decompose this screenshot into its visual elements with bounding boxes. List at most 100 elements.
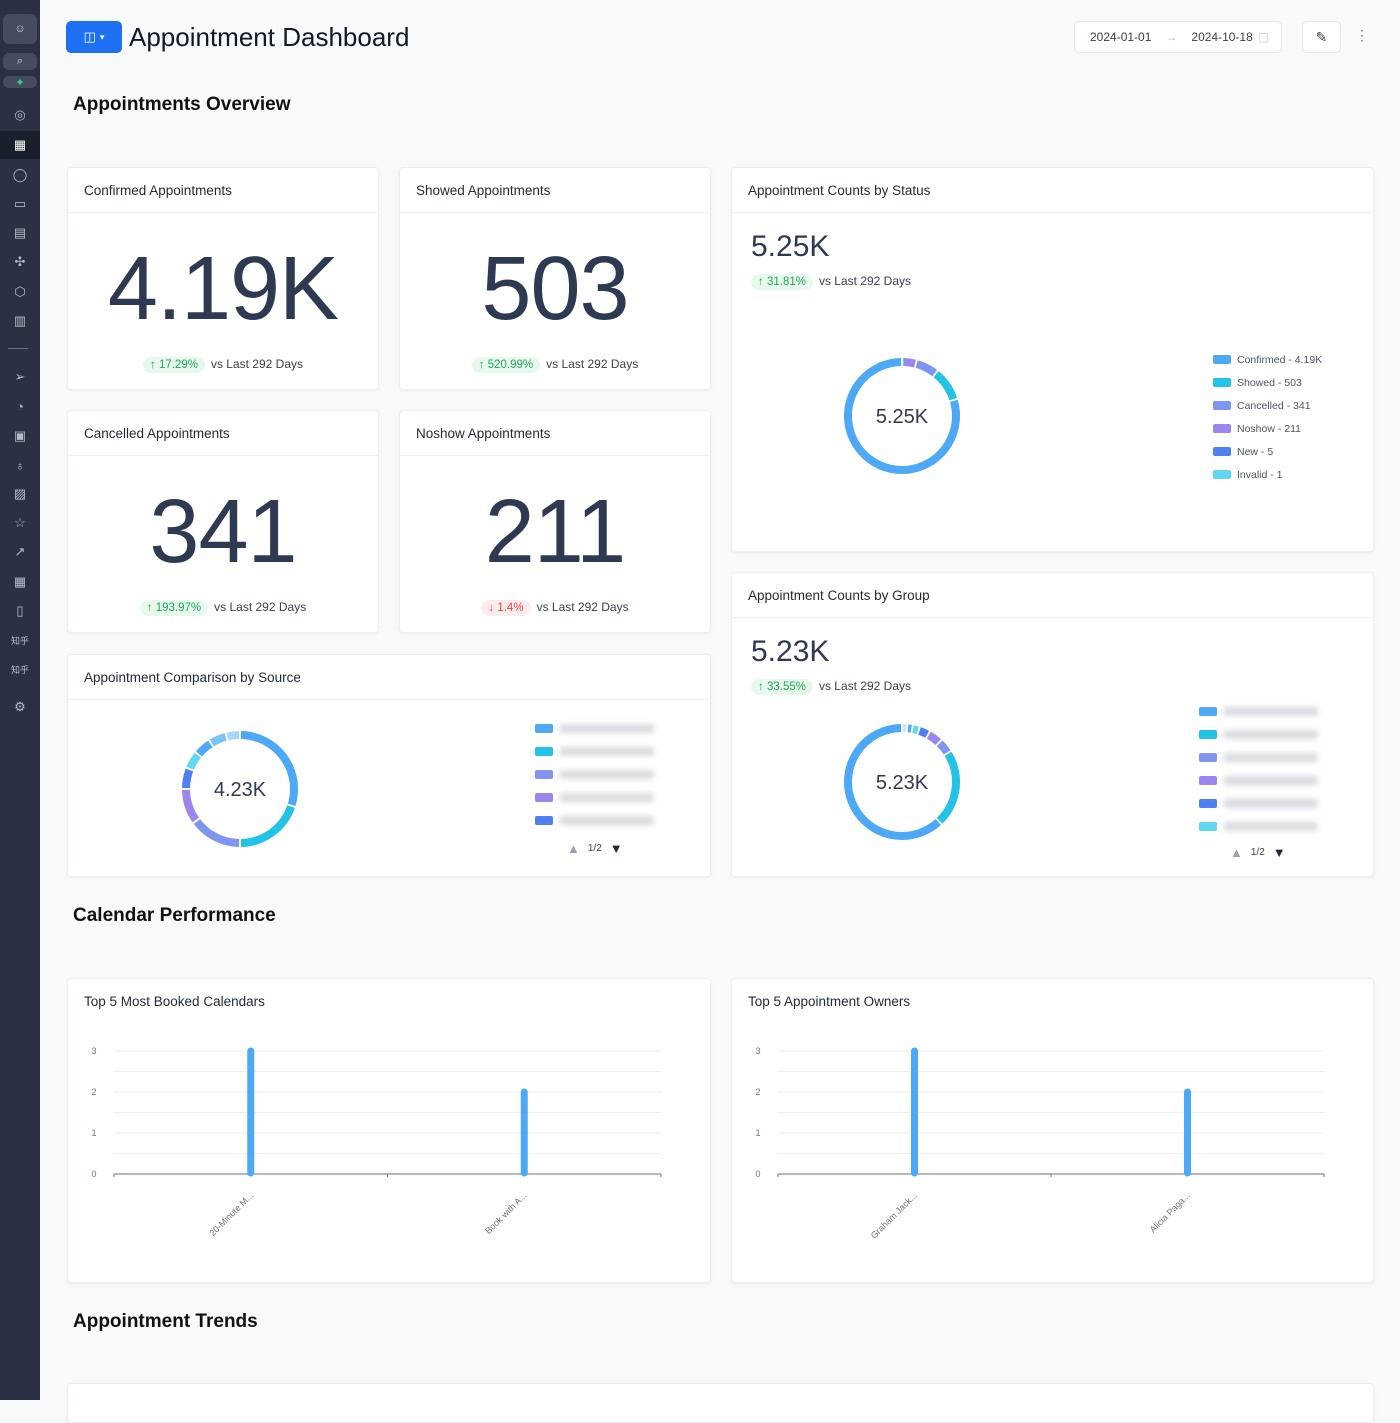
automation-icon[interactable]: ◔ [0,392,40,420]
legend-item[interactable]: Cancelled - 341 [1213,394,1322,417]
group-donut-segment[interactable] [920,731,928,734]
custom-app-icon[interactable]: 知乎 [0,626,40,654]
source-donut-segment[interactable] [197,822,239,843]
card-title: Noshow Appointments [400,411,710,456]
quick-action-icon[interactable]: ✦ [3,76,37,88]
status-donut-segment[interactable] [903,362,915,364]
card-title: Appointment Counts by Group [732,573,1373,618]
date-end[interactable]: 2024-10-18 [1191,30,1252,44]
dashboard-switcher-button[interactable]: ◫▾ [66,21,122,53]
group-donut-segment[interactable] [929,735,938,742]
card-title: Showed Appointments [400,168,710,213]
source-donut-segment[interactable] [212,737,226,743]
date-range-picker[interactable]: 2024-01-01 → 2024-10-18 ▢ [1074,21,1282,53]
page-up-icon[interactable]: ▲ [1230,845,1243,860]
mobile-app-icon[interactable]: ▯ [0,597,40,625]
group-donut-segment[interactable] [940,743,947,752]
kpi-value: 4.19K [68,238,378,341]
dashboard-icon[interactable]: ▦ [0,131,40,159]
legend-item[interactable]: Invalid - 1 [1213,463,1322,486]
x-tick-label: Book with A... [483,1190,529,1236]
payments-icon[interactable]: ⬡ [0,278,40,306]
page-indicator: 1/2 [588,843,602,854]
source-donut-segment[interactable] [190,755,198,768]
card-title: Top 5 Appointment Owners [732,979,1373,1024]
legend-swatch [1213,378,1231,387]
edit-button[interactable]: ✎ [1302,21,1341,53]
card-title: Appointment Comparison by Source [68,655,710,700]
group-donut-chart: 5.23K [840,720,964,844]
status-donut-segment[interactable] [917,364,935,373]
legend-swatch [1213,470,1231,479]
source-legend [535,717,654,832]
kpi-comparison: ↑ 193.97%vs Last 292 Days [68,600,378,616]
kpi-card-showed: Showed Appointments 503 ↑ 520.99%vs Last… [399,167,711,390]
kpi-card-noshow: Noshow Appointments 211 ↓ 1.4%vs Last 29… [399,410,711,633]
group-donut-segment[interactable] [940,754,956,821]
group-donut-segment[interactable] [913,729,918,730]
custom-app-icon[interactable]: 知乎 [0,655,40,683]
reporting-icon[interactable]: ↗ [0,538,40,566]
page-down-icon[interactable]: ▼ [610,841,623,856]
change-badge: ↑ 17.29% [143,357,205,373]
calendar-icon[interactable]: ▭ [0,190,40,218]
app-marketplace-icon[interactable]: ▦ [0,568,40,596]
y-tick-label: 2 [91,1087,96,1097]
trends-card [67,1383,1374,1423]
kpi-comparison: ↑ 33.55%vs Last 292 Days [751,679,911,695]
memberships-icon[interactable]: ♁ [0,451,40,479]
page-up-icon[interactable]: ▲ [567,841,580,856]
more-options-icon[interactable]: ⋮ [1355,27,1369,44]
account-avatar[interactable]: ☺ [3,14,37,44]
source-donut-segment[interactable] [199,744,210,754]
kpi-comparison: ↑ 520.99%vs Last 292 Days [400,357,710,373]
kpi-comparison: ↑ 17.29%vs Last 292 Days [68,357,378,373]
legend-label: Showed - 503 [1237,377,1302,389]
x-tick-label: Alicia Paga... [1148,1190,1192,1234]
source-donut-segment[interactable] [186,770,189,788]
legend-item[interactable]: Showed - 503 [1213,371,1322,394]
y-tick-label: 3 [755,1046,760,1056]
legend-item[interactable]: New - 5 [1213,440,1322,463]
source-donut-segment[interactable] [227,735,239,736]
source-donut-chart: 4.23K [178,727,302,851]
status-card: Appointment Counts by Status 5.25K ↑ 31.… [731,167,1374,552]
reports-icon[interactable]: ▥ [0,307,40,335]
legend-label: Invalid - 1 [1237,469,1283,481]
kpi-value: 341 [68,481,378,584]
settings-icon[interactable]: ⚙ [0,693,40,721]
section-title: Calendar Performance [73,905,276,927]
status-legend: Confirmed - 4.19K Showed - 503 Cancelled -… [1213,348,1322,486]
group-card: Appointment Counts by Group 5.23K ↑ 33.5… [731,572,1374,877]
y-tick-label: 3 [91,1046,96,1056]
chevron-down-icon: ▾ [100,32,105,43]
launchpad-icon[interactable]: ◎ [0,101,40,129]
y-tick-label: 1 [91,1128,96,1138]
source-donut-segment[interactable] [186,790,196,820]
legend-swatch [1213,401,1231,410]
kpi-comparison: ↑ 31.81%vs Last 292 Days [751,274,911,290]
date-start[interactable]: 2024-01-01 [1090,30,1151,44]
donut-center-value: 5.23K [876,772,929,794]
legend-swatch [1213,355,1231,364]
search-icon[interactable]: ⌕ [3,53,37,70]
contacts-icon[interactable]: ▤ [0,219,40,247]
page-down-icon[interactable]: ▼ [1273,845,1286,860]
sites-icon[interactable]: ▣ [0,422,40,450]
conversations-icon[interactable]: ◯ [0,161,40,189]
legend-item[interactable]: Noshow - 211 [1213,417,1322,440]
calendar-icon: ▢ [1258,30,1269,44]
page-title: Appointment Dashboard [129,22,409,53]
arrow-right-icon: → [1165,30,1177,44]
kpi-value: 5.25K [751,230,829,264]
media-icon[interactable]: ▨ [0,480,40,508]
opportunities-icon[interactable]: ✣ [0,248,40,276]
legend-item[interactable]: Confirmed - 4.19K [1213,348,1322,371]
marketing-icon[interactable]: ➢ [0,363,40,391]
source-donut-segment[interactable] [241,807,291,843]
reputation-icon[interactable]: ☆ [0,509,40,537]
change-badge: ↑ 33.55% [751,679,813,695]
status-donut-segment[interactable] [936,374,953,399]
